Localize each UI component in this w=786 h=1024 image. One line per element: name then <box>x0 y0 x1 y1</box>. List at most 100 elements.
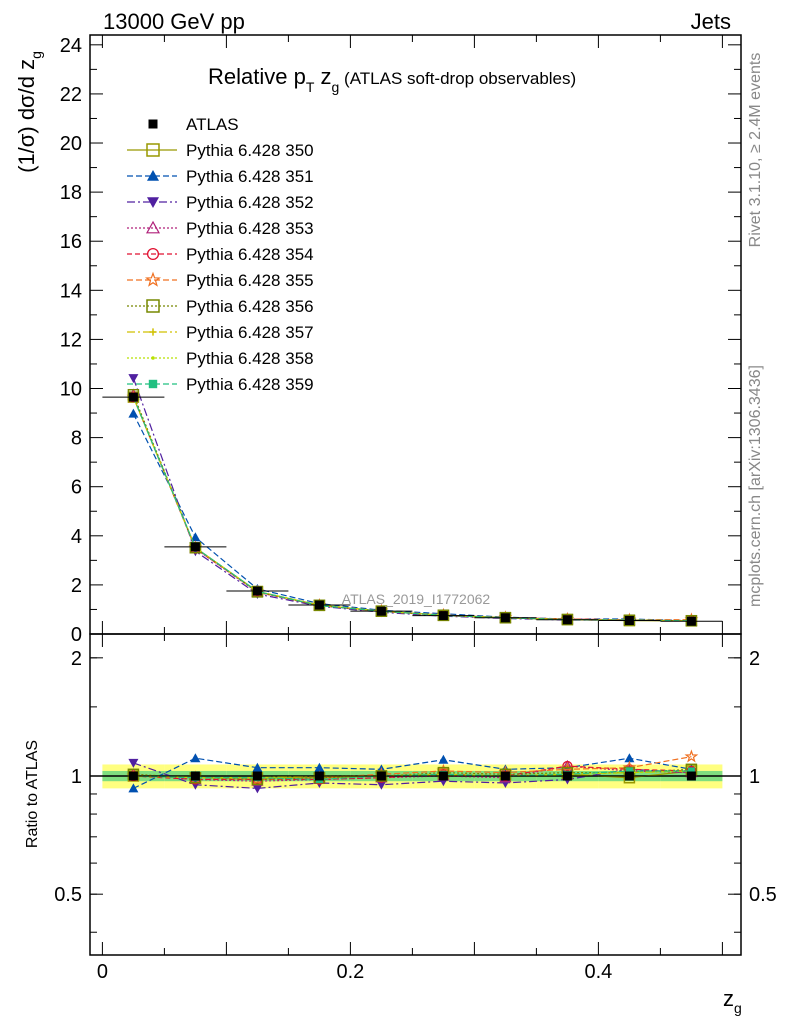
ratio-ytick-label-left: 2 <box>71 648 82 670</box>
data-marker <box>376 771 386 781</box>
ratio-ytick-label-right: 2 <box>749 648 760 670</box>
series-marker <box>146 143 160 157</box>
series-line-main <box>132 396 692 621</box>
series-marker <box>684 749 699 763</box>
legend: ATLAS Pythia 6.428 350 Pythia 6.428 351 Pyt… <box>127 115 314 394</box>
main-ytick-label: 18 <box>60 182 82 204</box>
series-line-main <box>132 377 692 622</box>
legend-label: Pythia 6.428 354 <box>186 245 314 264</box>
data-marker <box>686 616 696 626</box>
series-line-ratio <box>133 765 692 782</box>
series-marker <box>687 767 695 775</box>
mcplots-side-label: mcplots.cern.ch [arXiv:1306.3436] <box>747 365 764 607</box>
series-line-main <box>132 396 692 622</box>
series-marker <box>147 170 159 181</box>
data-marker <box>500 771 510 781</box>
series-line-ratio <box>133 768 692 781</box>
data-marker <box>148 119 158 129</box>
main-ytick-label: 8 <box>71 428 82 450</box>
main-ytick-label: 24 <box>60 35 82 57</box>
main-ytick-label: 16 <box>60 231 82 253</box>
legend-label: Pythia 6.428 359 <box>186 375 314 394</box>
ratio-y-axis-label: Ratio to ATLAS <box>24 740 41 848</box>
legend-label: Pythia 6.428 352 <box>186 193 314 212</box>
ratio-ytick-label-left: 0.5 <box>54 884 82 906</box>
series-line-main <box>132 396 692 622</box>
data-marker <box>562 615 572 625</box>
legend-label: Pythia 6.428 356 <box>186 297 314 316</box>
data-marker <box>314 600 324 610</box>
ratio-frame <box>89 633 742 956</box>
data-marker <box>128 771 138 781</box>
data-marker <box>190 542 200 552</box>
main-ytick-label: 10 <box>60 379 82 401</box>
series-marker <box>128 374 139 384</box>
data-marker <box>686 771 696 781</box>
rivet-side-label: Rivet 3.1.10, ≥ 2.4M events <box>747 53 764 248</box>
series-line-ratio <box>133 762 692 789</box>
legend-label: Pythia 6.428 353 <box>186 219 314 238</box>
data-marker <box>252 586 262 596</box>
series-marker <box>252 784 263 794</box>
main-ytick-label: 4 <box>71 526 82 548</box>
xtick-label: 0 <box>97 961 108 983</box>
main-ytick-label: 6 <box>71 477 82 499</box>
main-ytick-label: 12 <box>60 329 82 351</box>
series-line-ratio <box>133 765 692 781</box>
series-line-ratio <box>133 770 692 781</box>
series-marker <box>624 753 635 763</box>
series-marker <box>145 220 161 234</box>
series-marker <box>190 753 201 763</box>
main-plot-panel <box>89 34 742 955</box>
data-marker <box>376 606 386 616</box>
series-line-main <box>132 394 692 622</box>
series-marker <box>252 762 263 772</box>
legend-label: ATLAS <box>186 115 239 134</box>
data-marker <box>562 771 572 781</box>
series-marker <box>149 328 157 336</box>
data-marker <box>252 771 262 781</box>
series-line-main <box>132 396 692 622</box>
series-line-main <box>132 413 692 622</box>
ratio-plot-panel <box>89 633 742 956</box>
series-marker <box>128 783 139 793</box>
main-y-axis-label: (1/σ) dσ/d zg <box>14 51 44 173</box>
series-marker <box>128 758 139 768</box>
main-ytick-label: 20 <box>60 133 82 155</box>
legend-label: Pythia 6.428 357 <box>186 323 314 342</box>
legend-label: Pythia 6.428 355 <box>186 271 314 290</box>
series-line-ratio <box>133 757 692 789</box>
data-marker <box>438 611 448 621</box>
series-marker <box>190 532 201 542</box>
x-axis-label: zg <box>723 986 742 1016</box>
data-marker <box>624 771 634 781</box>
plot-title: Relative pT zg (ATLAS soft-drop observab… <box>208 64 576 95</box>
main-ytick-label: 2 <box>71 575 82 597</box>
series-marker <box>147 197 159 208</box>
series-marker <box>145 271 161 287</box>
legend-label: Pythia 6.428 358 <box>186 349 314 368</box>
series-marker <box>151 356 155 360</box>
energy-label: 13000 GeV pp <box>103 9 245 34</box>
data-marker <box>500 613 510 623</box>
main-ytick-label: 14 <box>60 280 82 302</box>
series-marker <box>146 247 160 261</box>
series-line-main <box>132 396 692 622</box>
legend-label: Pythia 6.428 351 <box>186 167 314 186</box>
legend-label: Pythia 6.428 350 <box>186 141 314 160</box>
series-marker <box>146 299 160 313</box>
series-marker <box>314 762 325 772</box>
series-marker <box>148 379 158 389</box>
process-label: Jets <box>691 9 731 34</box>
data-marker <box>190 771 200 781</box>
analysis-id-label: ATLAS_2019_I1772062 <box>342 591 491 607</box>
ratio-ytick-label-left: 1 <box>71 766 82 788</box>
xtick-label: 0.2 <box>336 961 364 983</box>
series-marker <box>128 408 139 418</box>
series-line-main <box>132 394 692 622</box>
series-marker <box>625 767 633 775</box>
series-marker <box>376 780 387 790</box>
ratio-ytick-label-right: 0.5 <box>749 884 777 906</box>
data-marker <box>624 615 634 625</box>
data-marker <box>128 392 138 402</box>
